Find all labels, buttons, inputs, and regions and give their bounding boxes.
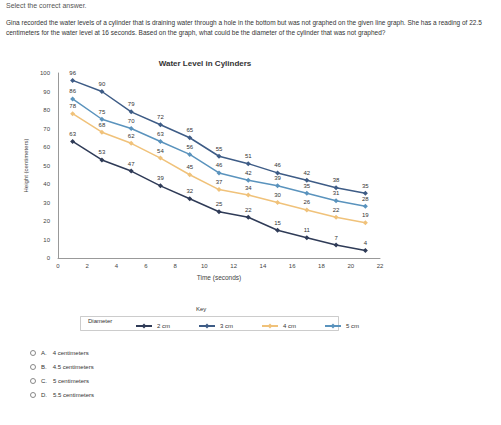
svg-text:42: 42: [245, 170, 252, 176]
svg-text:45: 45: [186, 164, 193, 170]
svg-text:70: 70: [128, 118, 135, 124]
html-text:A.: A.: [41, 350, 47, 356]
svg-text:28: 28: [362, 196, 369, 202]
svg-text:63: 63: [157, 131, 164, 137]
svg-text:79: 79: [128, 101, 135, 107]
svg-text:55: 55: [216, 146, 223, 152]
svg-text:2: 2: [86, 263, 90, 269]
html-text:5.5 centimeters: 5.5 centimeters: [53, 392, 94, 398]
html-text:4 centimeters: 4 centimeters: [52, 350, 89, 356]
svg-text:68: 68: [99, 122, 106, 128]
svg-text:25: 25: [216, 201, 223, 207]
html-text:4.5 centimeters: 4.5 centimeters: [52, 364, 94, 370]
svg-text:16: 16: [289, 263, 296, 269]
svg-text:50: 50: [43, 163, 50, 169]
svg-text:35: 35: [303, 183, 310, 189]
svg-text:51: 51: [245, 153, 252, 159]
svg-text:12: 12: [230, 263, 237, 269]
svg-text:32: 32: [186, 188, 193, 194]
html-text:Gina recorded the water levels: Gina recorded the water levels of a cyli…: [6, 19, 482, 36]
svg-text:2 cm: 2 cm: [157, 323, 170, 329]
svg-text:46: 46: [216, 162, 223, 168]
svg-text:30: 30: [43, 200, 50, 206]
svg-text:62: 62: [128, 133, 135, 139]
svg-text:34: 34: [245, 185, 252, 191]
svg-text:65: 65: [186, 127, 193, 133]
svg-text:0: 0: [56, 263, 60, 269]
svg-text:22: 22: [377, 263, 384, 269]
svg-text:90: 90: [43, 89, 50, 95]
svg-text:20: 20: [43, 218, 50, 224]
html-text:B.: B.: [41, 364, 47, 370]
svg-text:47: 47: [128, 161, 135, 167]
svg-text:56: 56: [186, 144, 193, 150]
svg-text:10: 10: [43, 237, 50, 243]
svg-text:15: 15: [274, 220, 281, 226]
svg-text:60: 60: [43, 144, 50, 150]
svg-text:37: 37: [216, 179, 223, 185]
svg-text:Diameter: Diameter: [88, 318, 112, 324]
svg-text:38: 38: [333, 177, 340, 183]
svg-text:78: 78: [69, 103, 76, 109]
svg-text:39: 39: [274, 175, 281, 181]
svg-text:4 cm: 4 cm: [283, 323, 296, 329]
svg-text:11: 11: [304, 227, 311, 233]
svg-text:3 cm: 3 cm: [220, 323, 233, 329]
svg-text:26: 26: [303, 199, 310, 205]
svg-text:Height (centimeters): Height (centimeters): [23, 138, 29, 192]
svg-text:40: 40: [43, 181, 50, 187]
svg-text:6: 6: [144, 263, 148, 269]
svg-text:Key: Key: [196, 306, 206, 312]
svg-text:20: 20: [347, 263, 354, 269]
svg-text:90: 90: [99, 81, 106, 87]
svg-text:72: 72: [157, 114, 164, 120]
svg-text:4: 4: [364, 240, 368, 246]
svg-text:0: 0: [47, 255, 51, 261]
svg-text:46: 46: [274, 162, 281, 168]
svg-text:86: 86: [69, 88, 76, 94]
svg-text:30: 30: [274, 192, 281, 198]
html-text:Select the correct answer.: Select the correct answer.: [6, 2, 87, 9]
svg-text:75: 75: [99, 109, 106, 115]
svg-text:22: 22: [245, 207, 252, 213]
svg-text:18: 18: [318, 263, 325, 269]
svg-text:70: 70: [43, 126, 50, 132]
svg-text:8: 8: [173, 263, 177, 269]
html-text:D.: D.: [41, 392, 47, 398]
svg-text:35: 35: [362, 183, 369, 189]
svg-text:22: 22: [333, 207, 340, 213]
svg-text:39: 39: [157, 175, 164, 181]
svg-text:Water Level in Cylinders: Water Level in Cylinders: [159, 59, 252, 68]
svg-text:19: 19: [362, 212, 369, 218]
svg-text:10: 10: [201, 263, 208, 269]
svg-text:5 cm: 5 cm: [346, 323, 359, 329]
svg-text:96: 96: [69, 70, 76, 76]
svg-text:4: 4: [115, 263, 119, 269]
svg-text:Time (seconds): Time (seconds): [197, 274, 242, 282]
html-text:C.: C.: [41, 378, 47, 384]
svg-text:31: 31: [333, 190, 340, 196]
svg-text:54: 54: [157, 148, 164, 154]
svg-text:63: 63: [69, 131, 76, 137]
svg-text:14: 14: [260, 263, 267, 269]
svg-text:100: 100: [40, 70, 51, 76]
svg-text:42: 42: [303, 170, 310, 176]
svg-text:53: 53: [99, 149, 106, 155]
svg-text:7: 7: [334, 235, 338, 241]
html-text:5 centimeters: 5 centimeters: [53, 378, 89, 384]
svg-text:80: 80: [43, 107, 50, 113]
